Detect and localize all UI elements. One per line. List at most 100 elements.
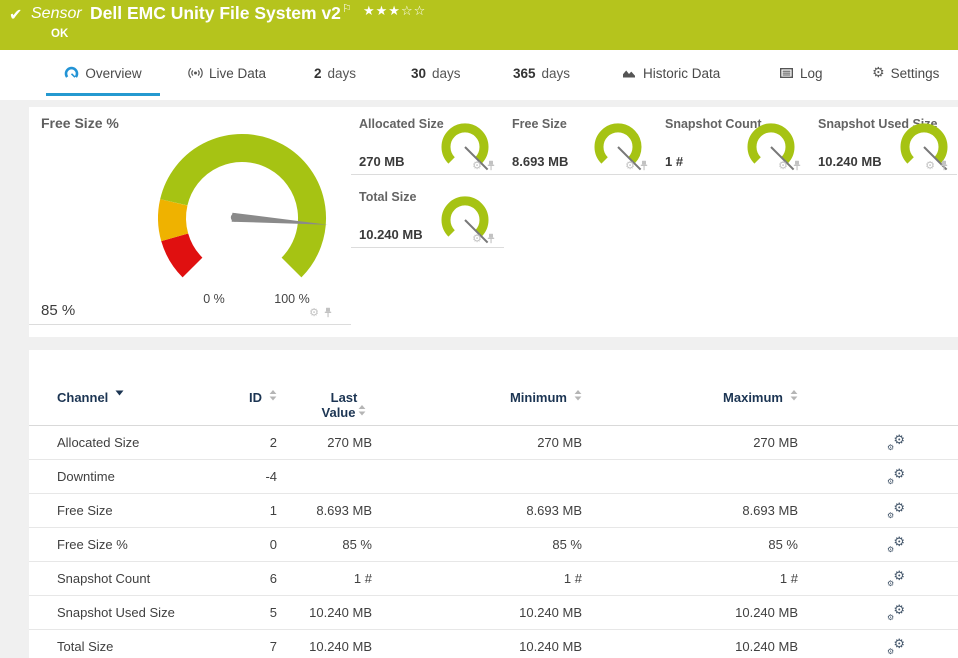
tab-bar: Overview Live Data 2 days 30 days 365 da…: [0, 50, 958, 100]
mini-gauge-tile[interactable]: Snapshot Count 1 # ⚙: [657, 113, 810, 175]
tile-tools: ⚙: [472, 160, 496, 171]
tab-365-days[interactable]: 365 days: [513, 50, 570, 96]
channel-settings-gears-icon[interactable]: ⚙ ⚙: [887, 432, 905, 452]
tab-settings[interactable]: ⚙ Settings: [872, 50, 939, 96]
channel-name: Free Size: [512, 117, 567, 131]
column-header-minimum-label: Minimum: [509, 390, 567, 405]
cell-channel: Downtime: [57, 469, 115, 484]
cell-maximum: 85 %: [768, 537, 798, 552]
mini-gauge: [594, 123, 642, 171]
mini-gauge-tile[interactable]: Free Size 8.693 MB ⚙: [504, 113, 657, 175]
cell-channel: Allocated Size: [57, 435, 140, 450]
mini-gauge-tile[interactable]: Allocated Size 270 MB ⚙: [351, 113, 504, 175]
table-row[interactable]: Free Size 1 8.693 MB 8.693 MB 8.693 MB ⚙…: [29, 494, 958, 528]
channel-settings-gears-icon[interactable]: ⚙ ⚙: [887, 602, 905, 622]
mini-gauge-tiles: Allocated Size 270 MB ⚙: [29, 107, 958, 337]
pin-icon[interactable]: [323, 307, 333, 318]
channel-settings-gear-icon[interactable]: ⚙: [309, 306, 319, 319]
cell-minimum: 8.693 MB: [526, 503, 582, 518]
channel-settings-gear-icon[interactable]: ⚙: [625, 159, 635, 172]
channel-settings-gears-icon[interactable]: ⚙ ⚙: [887, 466, 905, 486]
channel-settings-gears-icon[interactable]: ⚙ ⚙: [887, 534, 905, 554]
channel-table-panel: Channel ID Last Value Minimum: [29, 350, 958, 658]
cell-minimum: 1 #: [563, 571, 582, 586]
pin-icon[interactable]: [639, 160, 649, 171]
channel-settings-gears-icon[interactable]: ⚙ ⚙: [887, 568, 905, 588]
column-header-id-label: ID: [249, 390, 262, 405]
column-header-channel-label: Channel: [57, 390, 109, 405]
channel-name: Total Size: [359, 190, 417, 204]
mini-gauge: [747, 123, 795, 171]
cell-id: -4: [265, 469, 277, 484]
tab-2-days-label: days: [327, 65, 357, 81]
cell-minimum: 10.240 MB: [519, 639, 582, 654]
tab-overview[interactable]: Overview: [46, 50, 160, 96]
table-row[interactable]: Snapshot Count 6 1 # 1 # 1 # ⚙ ⚙: [29, 562, 958, 596]
channel-settings-gear-icon[interactable]: ⚙: [925, 159, 935, 172]
gauge-needle: [617, 146, 642, 171]
channel-settings-gears-icon[interactable]: ⚙ ⚙: [887, 636, 905, 656]
gauges-panel: Free Size % 0 % 100 % 85 % ⚙: [29, 107, 958, 337]
tile-tools: ⚙: [472, 233, 496, 244]
column-header-maximum-label: Maximum: [723, 390, 783, 405]
log-list-icon: [780, 68, 794, 79]
mini-gauge-tile[interactable]: Total Size 10.240 MB ⚙: [351, 186, 504, 248]
tab-log[interactable]: Log: [779, 50, 823, 96]
tab-30-days-number: 30: [411, 65, 427, 81]
tab-2-days[interactable]: 2 days: [314, 50, 356, 96]
tab-historic-data-label: Historic Data: [643, 65, 721, 81]
tab-live-data[interactable]: Live Data: [188, 50, 266, 96]
cell-maximum: 270 MB: [753, 435, 798, 450]
pin-icon[interactable]: [792, 160, 802, 171]
sensor-title: Dell EMC Unity File System v2: [90, 3, 341, 23]
cell-id: 7: [269, 639, 277, 654]
tab-live-data-label: Live Data: [209, 65, 267, 81]
cell-channel: Free Size %: [57, 537, 128, 552]
priority-stars[interactable]: ★★★☆☆: [363, 4, 427, 19]
channel-settings-gear-icon[interactable]: ⚙: [472, 159, 482, 172]
cell-id: 1: [269, 503, 277, 518]
tab-365-days-number: 365: [513, 65, 536, 81]
channel-settings-gears-icon[interactable]: ⚙ ⚙: [887, 500, 905, 520]
column-header-channel[interactable]: Channel: [57, 390, 207, 405]
cell-last-value: 85 %: [342, 537, 372, 552]
pin-icon[interactable]: [486, 160, 496, 171]
mini-gauge: [441, 123, 489, 171]
cell-maximum: 1 #: [779, 571, 798, 586]
tab-30-days-label: days: [432, 65, 461, 81]
primary-gauge-tile[interactable]: Free Size % 0 % 100 % 85 % ⚙: [29, 107, 351, 325]
tab-historic-data[interactable]: Historic Data: [622, 50, 720, 96]
tile-tools: ⚙: [778, 160, 802, 171]
cell-channel: Snapshot Used Size: [57, 605, 175, 620]
column-header-maximum[interactable]: Maximum: [582, 390, 798, 405]
tab-30-days[interactable]: 30 days: [411, 50, 461, 96]
table-row[interactable]: Snapshot Used Size 5 10.240 MB 10.240 MB…: [29, 596, 958, 630]
mini-gauge-tile[interactable]: Snapshot Used Size 10.240 MB ⚙: [810, 113, 957, 175]
table-row[interactable]: Total Size 7 10.240 MB 10.240 MB 10.240 …: [29, 630, 958, 658]
table-row[interactable]: Downtime -4 ⚙ ⚙: [29, 460, 958, 494]
tile-tools: ⚙: [309, 307, 333, 318]
primary-gauge: [158, 134, 328, 278]
object-type-label: Sensor: [31, 5, 82, 22]
channel-settings-gear-icon[interactable]: ⚙: [472, 232, 482, 245]
column-header-last-value[interactable]: Last Value: [277, 390, 372, 420]
sensor-status-badge: OK: [51, 28, 69, 40]
pin-icon[interactable]: [939, 160, 949, 171]
sort-icon: [359, 405, 366, 416]
table-row[interactable]: Allocated Size 2 270 MB 270 MB 270 MB ⚙ …: [29, 426, 958, 460]
sensor-header: ✔ Sensor Dell EMC Unity File System v2 ⚐…: [0, 0, 958, 50]
cell-last-value: 10.240 MB: [309, 605, 372, 620]
channel-settings-gear-icon[interactable]: ⚙: [778, 159, 788, 172]
cell-id: 6: [269, 571, 277, 586]
channel-value: 10.240 MB: [359, 227, 423, 242]
table-row[interactable]: Free Size % 0 85 % 85 % 85 % ⚙ ⚙: [29, 528, 958, 562]
column-header-minimum[interactable]: Minimum: [372, 390, 582, 405]
cell-maximum: 10.240 MB: [735, 605, 798, 620]
column-header-id[interactable]: ID: [207, 390, 277, 405]
gauge-needle: [231, 212, 328, 225]
flag-icon: ⚐: [342, 2, 352, 15]
cell-last-value: 270 MB: [327, 435, 372, 450]
table-header-row: Channel ID Last Value Minimum: [29, 390, 958, 426]
pin-icon[interactable]: [486, 233, 496, 244]
